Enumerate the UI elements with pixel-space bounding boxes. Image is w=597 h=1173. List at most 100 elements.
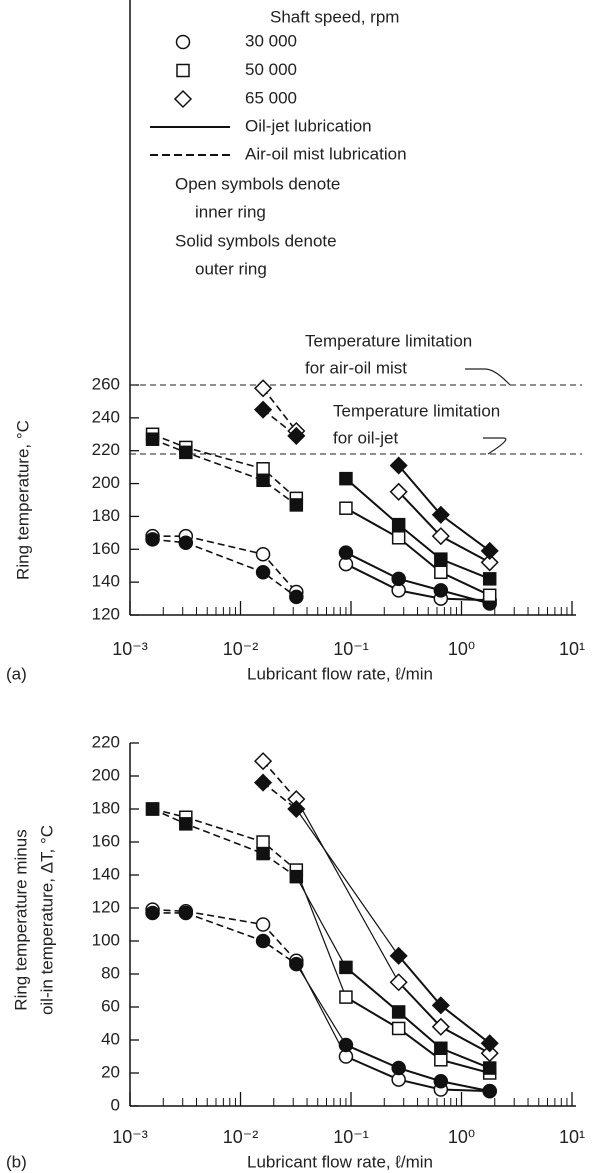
y-axis-label: Ring temperature, °C [13,420,32,580]
marker-square [339,960,353,975]
marker-circle [145,905,160,921]
marker-diamond [287,799,306,819]
regime-connector [295,963,347,1046]
marker-square [256,846,270,861]
annotation-pointer [465,368,511,386]
legend-note: Solid symbols denote [175,231,337,250]
marker-diamond [287,426,306,445]
marker-square [176,63,190,78]
y-axis-label: Ring temperature minus [11,829,30,1010]
series-line [397,491,491,564]
annotation-pointer [483,437,507,455]
regime-connector [295,808,400,957]
marker-square [339,990,353,1004]
y-tick-label: 140 [92,864,120,883]
legend-title: Shaft speed, rpm [270,7,399,26]
marker-circle [338,545,354,560]
legend-label: Air-oil mist lubrication [245,144,407,163]
marker-circle [255,917,271,932]
marker-diamond [431,1017,450,1036]
legend-label: 30 000 [245,31,297,50]
marker-diamond [253,773,273,792]
marker-circle [175,34,191,50]
marker-circle [255,565,271,580]
x-tick-label: 10⁻³ [112,1127,148,1147]
marker-square [434,552,448,566]
marker-circle [178,905,194,921]
marker-square [339,501,353,515]
series-line [345,996,490,1074]
y-tick-label: 240 [92,407,120,426]
panel-label: (b) [6,1152,27,1171]
y-tick-label: 220 [92,732,120,751]
y-tick-label: 120 [92,897,120,916]
marker-circle [145,532,160,547]
annotation: for air-oil mist [305,358,407,377]
marker-diamond [431,505,450,524]
y-tick-label: 100 [92,930,120,949]
x-tick-label: 10⁻² [223,1127,259,1147]
y-tick-label: 220 [92,440,120,459]
legend-note: outer ring [195,259,267,278]
marker-square [145,802,160,816]
y-tick-label: 180 [92,798,120,817]
marker-diamond [389,482,408,501]
series-line [152,535,297,593]
series-line [152,912,297,965]
y-tick-label: 60 [101,996,120,1015]
marker-circle [482,1083,497,1099]
x-tick-label: 10⁻³ [112,639,148,659]
marker-diamond [480,1044,499,1063]
x-tick-label: 10⁰ [448,1127,475,1147]
x-tick-label: 10⁻¹ [333,1127,369,1147]
marker-diamond [389,973,408,992]
series-line [262,387,297,432]
series-line [152,808,297,871]
marker-square [391,517,406,532]
marker-circle [255,933,271,949]
series-line [152,808,297,878]
marker-circle [289,956,304,972]
y-tick-label: 180 [92,506,120,525]
marker-square [391,1005,406,1019]
y-tick-label: 20 [101,1062,120,1081]
marker-square [482,588,497,603]
marker-square [434,1053,448,1067]
marker-square [289,498,304,512]
x-tick-label: 10⁰ [448,639,475,659]
marker-square [391,1021,406,1036]
legend-note: inner ring [195,202,266,221]
marker-circle [338,1037,354,1053]
marker-square [482,1061,497,1075]
marker-square [179,445,193,460]
marker-circle [391,571,406,587]
series-line [345,507,491,597]
y-axis-label: oil-in temperature, ΔT, °C [37,825,56,1015]
series-line [345,1044,490,1093]
series-line [152,908,297,962]
marker-circle [255,546,271,562]
y-tick-label: 40 [101,1029,120,1048]
marker-circle [391,1060,406,1076]
y-tick-label: 140 [92,572,120,591]
regime-connector [295,876,347,968]
marker-diamond [253,400,273,419]
legend-label: Oil-jet lubrication [245,116,372,135]
marker-diamond [389,456,408,475]
marker-circle [433,583,449,598]
series-line [152,538,297,598]
x-tick-label: 10⁻² [223,639,259,659]
series-line [152,438,297,506]
marker-square [391,531,406,545]
marker-diamond [480,541,499,560]
x-axis-label: Lubricant flow rate, ℓ/min [247,664,433,683]
y-tick-label: 0 [111,1095,120,1114]
marker-square [482,572,497,586]
marker-circle [433,1074,449,1089]
series-line [262,760,297,800]
x-axis-label: Lubricant flow rate, ℓ/min [247,1152,433,1171]
marker-diamond [480,1034,499,1053]
panel-label: (a) [6,664,27,683]
regime-connector [295,798,400,983]
